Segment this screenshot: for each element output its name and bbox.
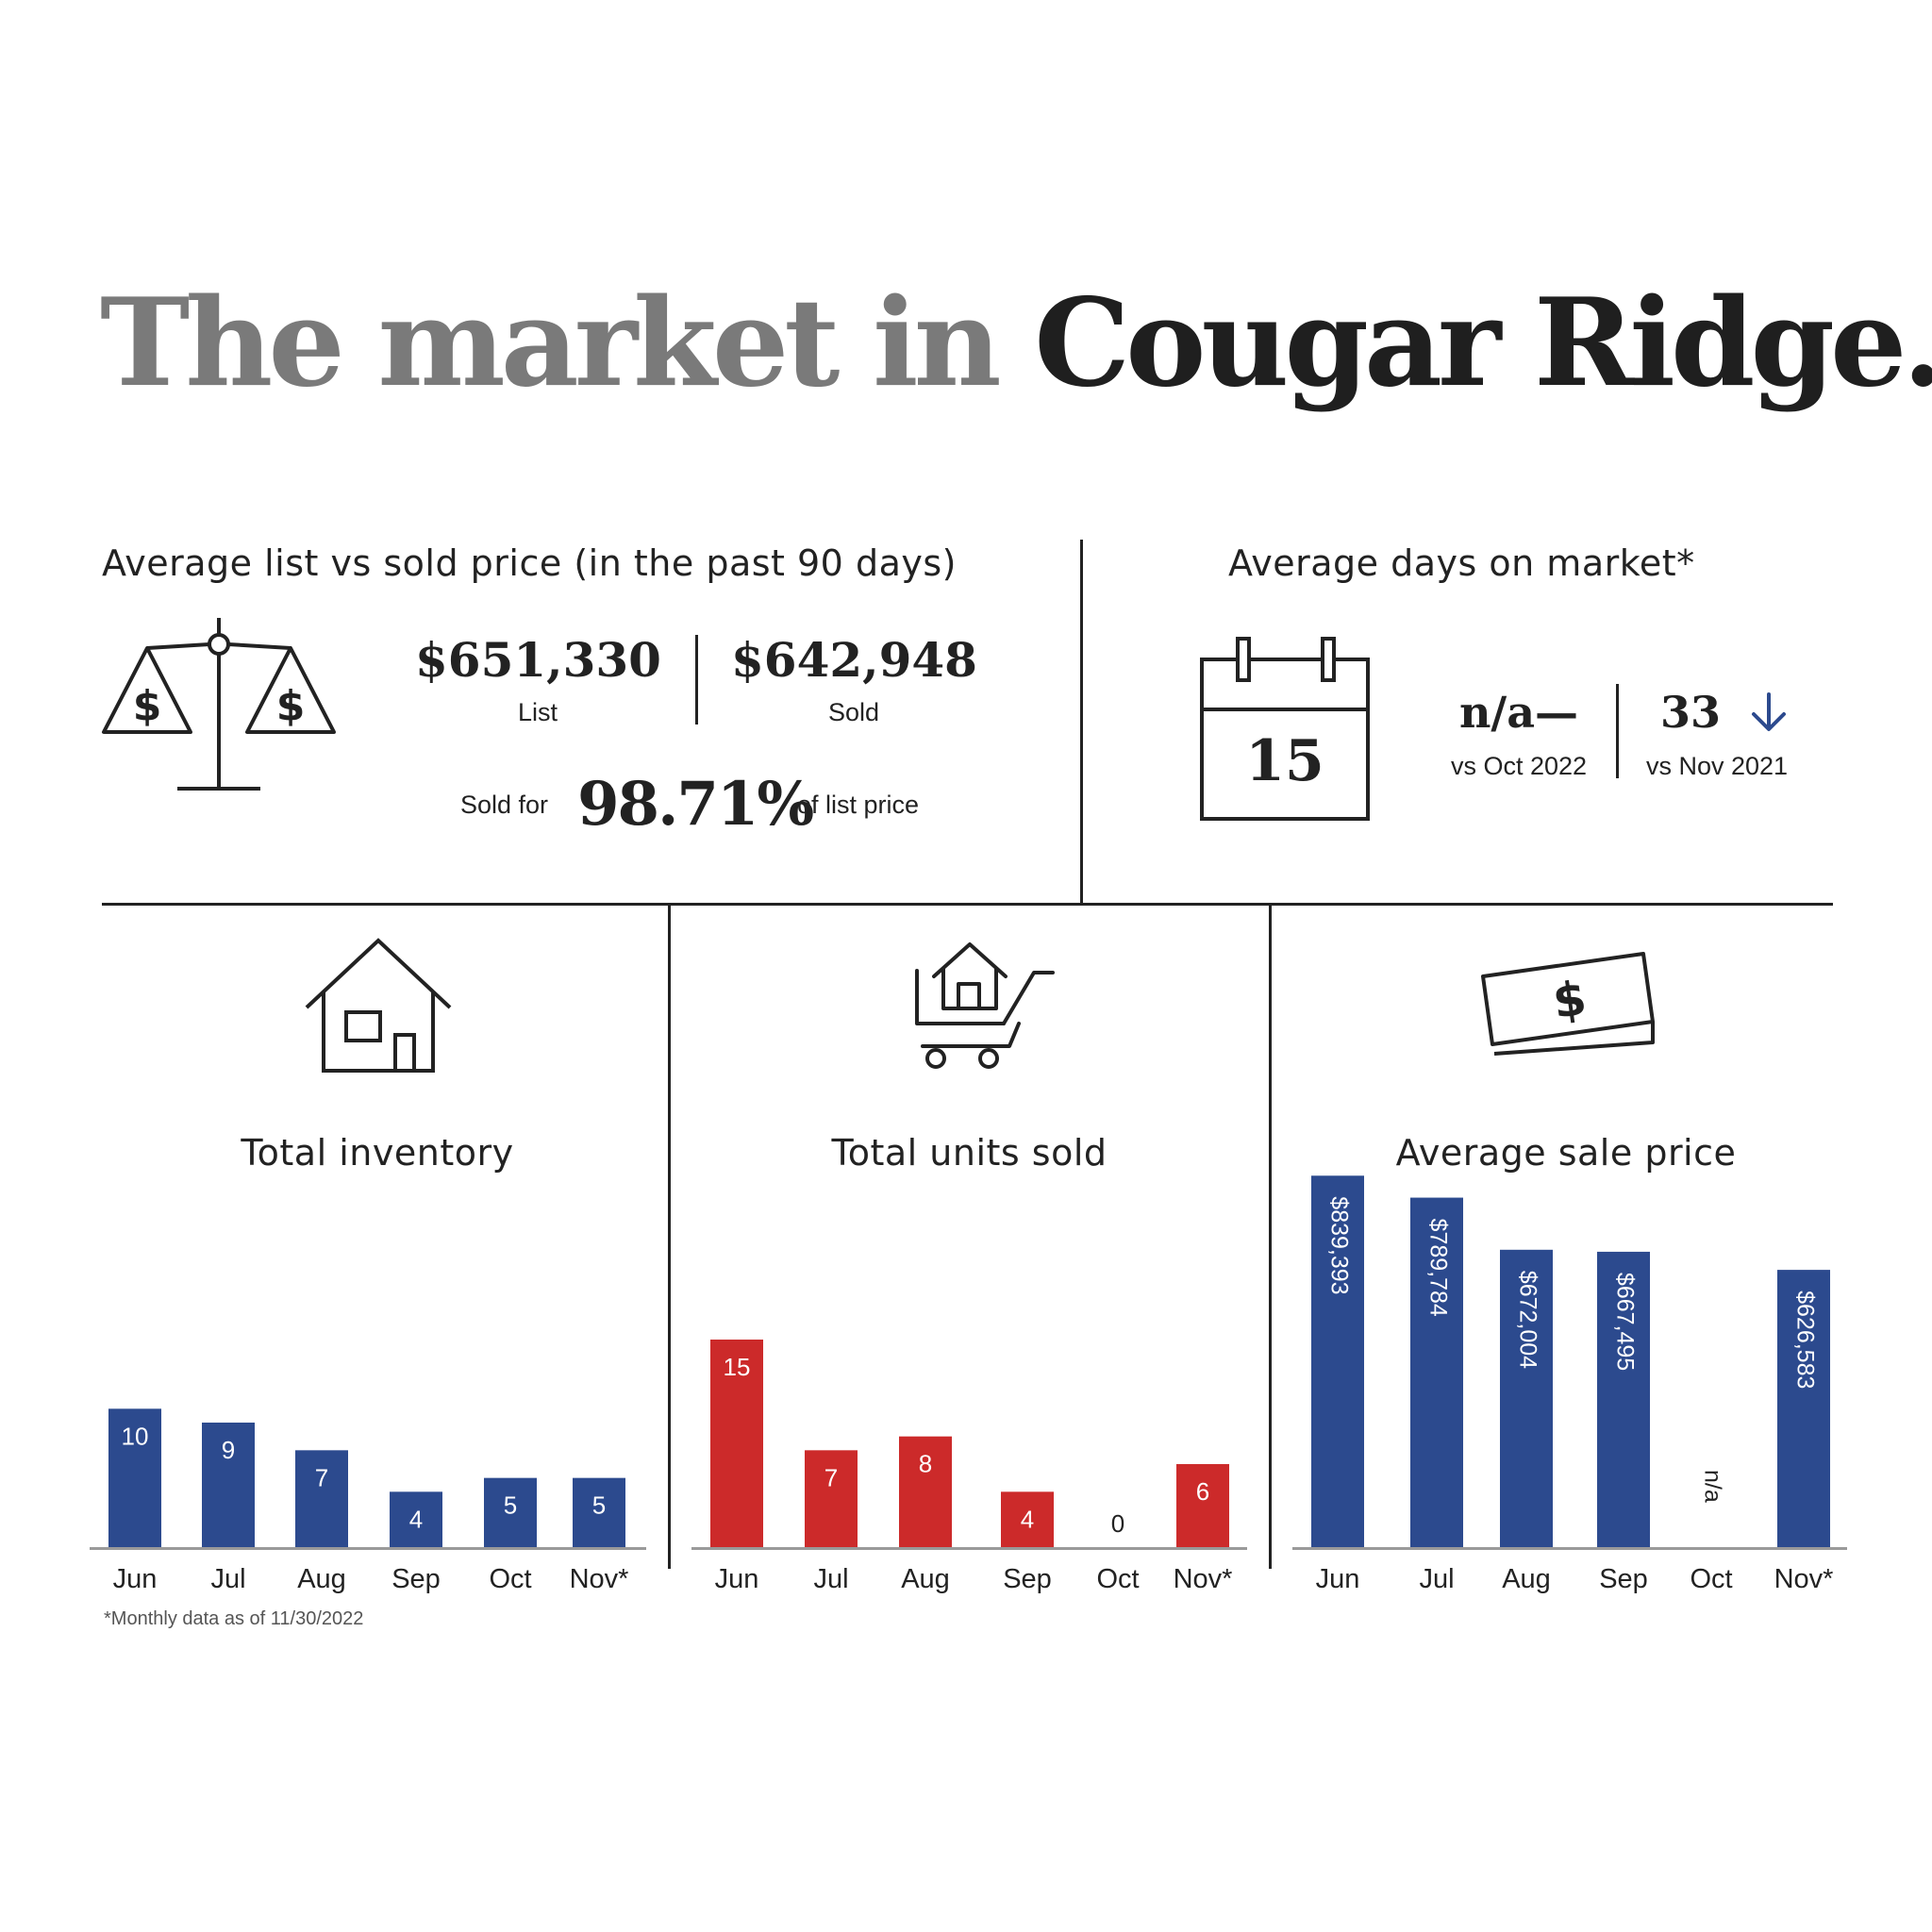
of-list-price-label: of list price bbox=[797, 791, 920, 819]
data-label: 0 bbox=[1111, 1509, 1124, 1538]
tick-label: Jul bbox=[210, 1564, 245, 1594]
money-bill-icon: $ bbox=[1481, 952, 1655, 1056]
vs-nov-2021-value: 33 bbox=[1660, 687, 1722, 738]
bar-oct bbox=[484, 1477, 537, 1547]
data-label: n/a bbox=[1699, 1470, 1725, 1503]
data-label: 6 bbox=[1196, 1477, 1209, 1506]
days-on-market-heading: Average days on market* bbox=[1228, 542, 1695, 584]
data-label: 15 bbox=[724, 1353, 751, 1381]
vs-oct-2022-value: n/a— bbox=[1458, 687, 1579, 738]
section-divider-horizontal bbox=[102, 903, 1833, 906]
arrow-down-icon bbox=[1752, 692, 1786, 731]
tick-label: Jul bbox=[813, 1564, 848, 1594]
tick-label: Oct bbox=[489, 1564, 531, 1594]
data-label: 7 bbox=[315, 1463, 328, 1491]
data-label: $626,583 bbox=[1791, 1291, 1818, 1389]
calendar-day-value: 15 bbox=[1245, 728, 1324, 794]
data-label: 5 bbox=[592, 1491, 606, 1520]
tick-label: Aug bbox=[297, 1564, 346, 1594]
bar-sep bbox=[1597, 1251, 1650, 1547]
list-vs-sold-heading: Average list vs sold price (in the past … bbox=[102, 542, 957, 584]
sold-price-label: Sold bbox=[827, 698, 880, 726]
house-icon bbox=[305, 938, 452, 1073]
bar-jun bbox=[710, 1340, 763, 1547]
units-sold-chart-title: Total units sold bbox=[831, 1132, 1108, 1174]
sold-for-label: Sold for bbox=[460, 791, 549, 819]
vs-nov-2021-label: vs Nov 2021 bbox=[1645, 752, 1789, 780]
data-label: $839,393 bbox=[1325, 1196, 1352, 1294]
bar-nov bbox=[573, 1477, 625, 1547]
bar-sep bbox=[390, 1491, 442, 1547]
tick-label: Oct bbox=[1690, 1564, 1732, 1594]
footnote: *Monthly data as of 11/30/2022 bbox=[104, 1608, 364, 1629]
bar-jul bbox=[1410, 1197, 1463, 1547]
tick-label: Nov* bbox=[570, 1564, 629, 1594]
bar-sep bbox=[1001, 1491, 1054, 1547]
data-label: 10 bbox=[122, 1422, 149, 1450]
bar-aug bbox=[1500, 1249, 1553, 1547]
data-label: 8 bbox=[919, 1450, 932, 1478]
calendar-icon bbox=[1200, 637, 1370, 821]
sale-price-chart-title: Average sale price bbox=[1395, 1132, 1737, 1174]
svg-text:$: $ bbox=[1550, 971, 1591, 1029]
price-divider bbox=[695, 635, 698, 724]
tick-label: Jun bbox=[1316, 1564, 1360, 1594]
chart-divider-2 bbox=[1269, 904, 1272, 1569]
bar-jul bbox=[202, 1423, 255, 1547]
title-part-2: Cougar Ridge. bbox=[1034, 273, 1932, 414]
tick-label: Sep bbox=[1599, 1564, 1648, 1594]
scale-icon: $ $ bbox=[102, 618, 336, 791]
data-label: 5 bbox=[504, 1491, 517, 1520]
tick-label: Aug bbox=[901, 1564, 950, 1594]
page-title: The market in Cougar Ridge. bbox=[100, 283, 1932, 404]
svg-text:$: $ bbox=[276, 682, 306, 730]
list-price-label: List bbox=[517, 698, 558, 726]
chart-divider-1 bbox=[668, 904, 671, 1569]
data-label: 9 bbox=[222, 1436, 235, 1464]
tick-label: Jun bbox=[113, 1564, 158, 1594]
vs-oct-2022-label: vs Oct 2022 bbox=[1450, 752, 1588, 780]
tick-label: Nov* bbox=[1774, 1564, 1834, 1594]
data-label: $667,495 bbox=[1611, 1273, 1638, 1371]
data-label: $672,004 bbox=[1514, 1271, 1541, 1369]
bar-jul bbox=[805, 1450, 858, 1547]
bar-jun bbox=[1311, 1175, 1364, 1547]
sold-price-value: $642,948 bbox=[731, 632, 977, 688]
tick-label: Sep bbox=[391, 1564, 441, 1594]
bar-nov bbox=[1176, 1464, 1229, 1547]
tick-label: Aug bbox=[1502, 1564, 1551, 1594]
bar-aug bbox=[899, 1436, 952, 1547]
tick-label: Jul bbox=[1419, 1564, 1454, 1594]
days-divider bbox=[1616, 684, 1619, 778]
tick-label: Nov* bbox=[1174, 1564, 1233, 1594]
data-label: $789,784 bbox=[1424, 1219, 1451, 1317]
tick-label: Jun bbox=[715, 1564, 759, 1594]
title-part-1: The market in bbox=[100, 273, 1002, 414]
bar-aug bbox=[295, 1450, 348, 1547]
shopping-cart-house-icon bbox=[915, 942, 1055, 1069]
list-price-value: $651,330 bbox=[415, 632, 661, 688]
svg-text:$: $ bbox=[133, 682, 162, 730]
tick-label: Oct bbox=[1096, 1564, 1139, 1594]
data-label: 4 bbox=[409, 1505, 423, 1533]
inventory-chart-title: Total inventory bbox=[241, 1132, 514, 1174]
bar-nov bbox=[1777, 1270, 1830, 1547]
bar-jun bbox=[108, 1408, 161, 1547]
tick-label: Sep bbox=[1003, 1564, 1052, 1594]
data-label: 7 bbox=[824, 1463, 838, 1491]
data-label: 4 bbox=[1021, 1505, 1034, 1533]
sold-percent-value: 98.71% bbox=[577, 769, 814, 840]
top-section-divider bbox=[1080, 540, 1083, 903]
